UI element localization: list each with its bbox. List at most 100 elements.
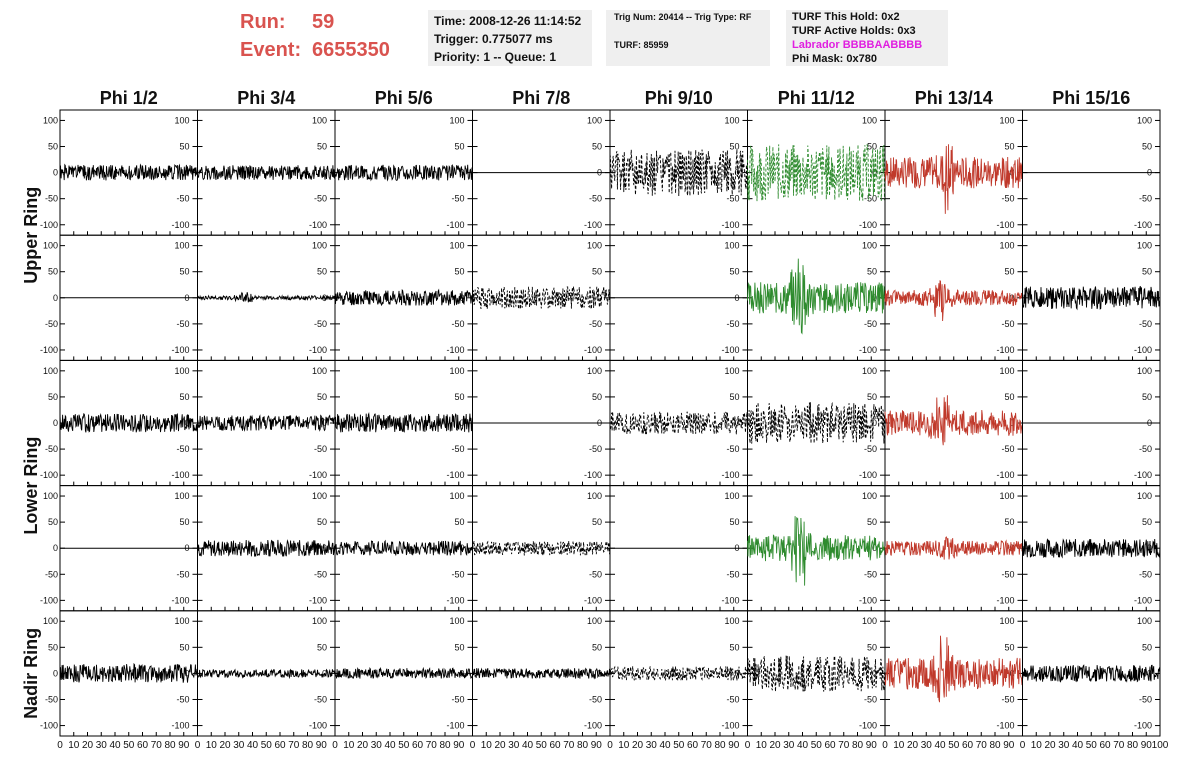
ytick-label-left: -100 bbox=[40, 345, 58, 355]
xtick-label: 80 bbox=[852, 740, 864, 751]
xtick-label: 90 bbox=[591, 740, 603, 751]
xtick-label: 20 bbox=[219, 740, 231, 751]
ytick-label-right: 100 bbox=[1137, 115, 1152, 125]
xtick-label: 0 bbox=[332, 740, 338, 751]
ytick-label-left: -100 bbox=[40, 595, 58, 605]
ytick-label-left: 100 bbox=[43, 491, 58, 501]
waveform-trace-r3-c1 bbox=[197, 539, 336, 558]
ytick-label-right: 0 bbox=[184, 668, 189, 678]
ytick-label-right: -50 bbox=[1139, 194, 1152, 204]
ytick-label-left: -50 bbox=[45, 444, 58, 454]
ytick-label-right: 100 bbox=[312, 115, 327, 125]
ytick-label-right: -50 bbox=[1139, 444, 1152, 454]
ytick-label-right: -50 bbox=[864, 444, 877, 454]
waveform-trace-r0-c4 bbox=[609, 149, 748, 197]
ytick-label-right: -100 bbox=[309, 470, 327, 480]
ytick-label-right: -50 bbox=[451, 194, 464, 204]
ytick-label-right: -50 bbox=[314, 444, 327, 454]
ytick-label-right: -100 bbox=[721, 595, 739, 605]
ytick-label-right: -100 bbox=[859, 721, 877, 731]
ytick-label-right: -50 bbox=[726, 694, 739, 704]
ytick-label-right: -50 bbox=[1001, 694, 1014, 704]
xtick-label: 40 bbox=[934, 740, 946, 751]
ytick-label-right: -100 bbox=[584, 721, 602, 731]
ytick-label-right: 50 bbox=[1142, 267, 1152, 277]
ytick-label-right: -100 bbox=[446, 595, 464, 605]
xtick-label: 70 bbox=[1113, 740, 1125, 751]
ytick-label-right: -100 bbox=[859, 470, 877, 480]
event-label: Event: bbox=[240, 39, 302, 61]
waveform-trace-r2-c1 bbox=[197, 414, 336, 432]
xtick-label: 10 bbox=[756, 740, 768, 751]
waveform-trace-r4-c4 bbox=[609, 665, 748, 682]
turf-this-hold-text: TURF This Hold: 0x2 bbox=[792, 11, 900, 23]
ring-label-3: Nadir Ring bbox=[21, 628, 41, 719]
waveform-trace-r1-c7 bbox=[1022, 285, 1161, 311]
ytick-label-right: 100 bbox=[1137, 241, 1152, 251]
ytick-label-right: -50 bbox=[1001, 569, 1014, 579]
ytick-label-right: 50 bbox=[867, 267, 877, 277]
ytick-label-left: -50 bbox=[45, 569, 58, 579]
xtick-label: 10 bbox=[68, 740, 80, 751]
ytick-label-right: 100 bbox=[862, 616, 877, 626]
ytick-label-right: 100 bbox=[587, 366, 602, 376]
xtick-label: 60 bbox=[962, 740, 974, 751]
ytick-label-right: -100 bbox=[1134, 721, 1152, 731]
xtick-label: 50 bbox=[398, 740, 410, 751]
xtick-label: 20 bbox=[907, 740, 919, 751]
ytick-label-right: -50 bbox=[726, 194, 739, 204]
xtick-label: 40 bbox=[109, 740, 121, 751]
ytick-label-right: 100 bbox=[174, 241, 189, 251]
ytick-label-right: 50 bbox=[317, 392, 327, 402]
ytick-label-right: -100 bbox=[859, 595, 877, 605]
ytick-label-right: -50 bbox=[176, 194, 189, 204]
waveform-trace-r3-c3 bbox=[472, 540, 611, 556]
ytick-label-right: -100 bbox=[446, 470, 464, 480]
ytick-label-right: 50 bbox=[1004, 142, 1014, 152]
ytick-label-right: 50 bbox=[454, 392, 464, 402]
ytick-label-right: 50 bbox=[1004, 267, 1014, 277]
ytick-label-right: -100 bbox=[859, 345, 877, 355]
ytick-label-right: -50 bbox=[589, 194, 602, 204]
waveform-trace-r4-c1 bbox=[197, 668, 336, 680]
xtick-label: 0 bbox=[57, 740, 63, 751]
ytick-label-right: 50 bbox=[179, 642, 189, 652]
ytick-label-right: 50 bbox=[592, 267, 602, 277]
run-line: Run: 59 bbox=[240, 8, 420, 36]
ytick-label-right: 100 bbox=[862, 366, 877, 376]
xtick-label: 50 bbox=[811, 740, 823, 751]
waveform-trace-r0-c0 bbox=[59, 163, 198, 181]
xtick-label: 90 bbox=[1141, 740, 1153, 751]
ytick-label-right: -50 bbox=[726, 444, 739, 454]
trig-info-box: Trig Num: 20414 -- Trig Type: RF TURF: 8… bbox=[606, 10, 770, 66]
ytick-label-right: -100 bbox=[171, 470, 189, 480]
xtick-label: 40 bbox=[659, 740, 671, 751]
xtick-label: 100 bbox=[1152, 740, 1169, 751]
ytick-label-right: 50 bbox=[317, 642, 327, 652]
column-header-7: Phi 13/14 bbox=[915, 88, 993, 108]
waveform-trace-r1-c3 bbox=[472, 286, 611, 310]
waveform-trace-r3-c5 bbox=[747, 516, 886, 586]
ytick-label-right: -100 bbox=[309, 345, 327, 355]
ytick-label-right: -50 bbox=[1001, 444, 1014, 454]
ytick-label-right: -50 bbox=[314, 569, 327, 579]
ytick-label-right: 50 bbox=[729, 392, 739, 402]
ytick-label-right: 0 bbox=[872, 418, 877, 428]
ytick-label-right: 50 bbox=[729, 267, 739, 277]
column-header-4: Phi 7/8 bbox=[512, 88, 570, 108]
xtick-label: 30 bbox=[921, 740, 933, 751]
ytick-label-right: -100 bbox=[1134, 345, 1152, 355]
ytick-label-right: 100 bbox=[999, 115, 1014, 125]
ytick-label-right: 100 bbox=[587, 491, 602, 501]
turf-active-holds-text: TURF Active Holds: 0x3 bbox=[792, 25, 916, 37]
run-label: Run: bbox=[240, 11, 286, 33]
ytick-label-right: 0 bbox=[1009, 418, 1014, 428]
ytick-label-right: 100 bbox=[724, 115, 739, 125]
ytick-label-right: -100 bbox=[1134, 595, 1152, 605]
xtick-label: 10 bbox=[206, 740, 218, 751]
xtick-label: 30 bbox=[371, 740, 383, 751]
ytick-label-left: 50 bbox=[48, 267, 58, 277]
column-header-8: Phi 15/16 bbox=[1052, 88, 1130, 108]
ytick-label-right: 100 bbox=[587, 616, 602, 626]
ytick-label-right: -100 bbox=[996, 595, 1014, 605]
